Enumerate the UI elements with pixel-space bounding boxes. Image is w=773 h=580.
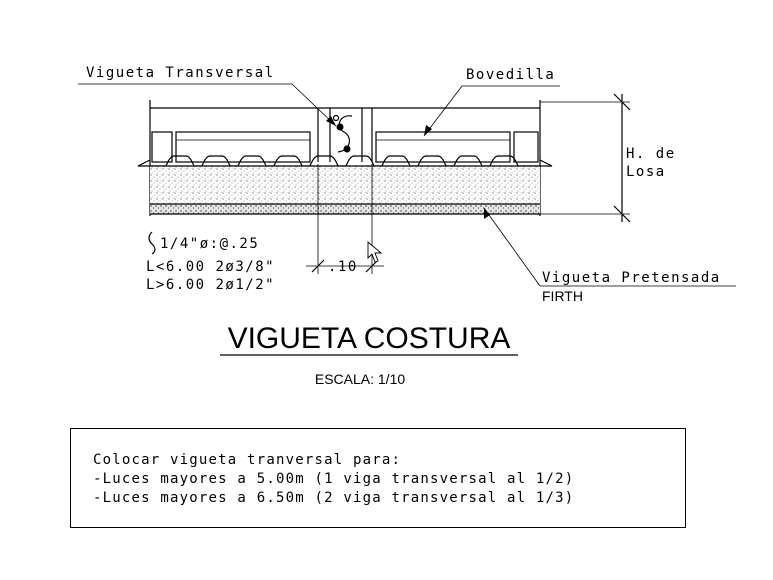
label-rebar-short: L<6.00 2ø3/8" (146, 259, 275, 275)
note-line-3: -Luces mayores a 6.50m (2 viga transvers… (93, 490, 575, 506)
title-main: VIGUETA COSTURA (228, 322, 511, 355)
label-vigueta-pretensada: Vigueta Pretensada (542, 270, 721, 286)
note-line-1: Colocar vigueta tranversal para: (93, 452, 402, 468)
slab-section (137, 100, 630, 216)
note-box: Colocar vigueta tranversal para: -Luces m… (70, 428, 686, 528)
leader-vigueta-transversal: Vigueta Transversal (78, 65, 337, 127)
label-dimension: .10 (328, 259, 358, 275)
label-rebar-long: L>6.00 2ø1/2" (146, 277, 275, 293)
drawing-title: VIGUETA COSTURA ESCALA: 1/10 (220, 322, 518, 387)
rebar-specs: 1/4"ø:@.25 L<6.00 2ø3/8" L>6.00 2ø1/2" (146, 231, 275, 293)
height-dimension: H. de Losa (613, 93, 676, 223)
width-dimension: .10 (306, 164, 384, 275)
stirrup-symbol-icon (148, 231, 156, 255)
label-h-de: H. de (626, 146, 676, 162)
cursor-icon (367, 241, 383, 263)
label-stirrup-spec: 1/4"ø:@.25 (160, 236, 259, 252)
title-scale: ESCALA: 1/10 (315, 371, 405, 387)
label-vigueta-transversal: Vigueta Transversal (86, 65, 275, 81)
note-line-2: -Luces mayores a 5.00m (1 viga transvers… (93, 471, 575, 487)
label-firth: FIRTH (542, 288, 583, 304)
leader-bovedilla: Bovedilla (423, 67, 560, 137)
note-text: Colocar vigueta tranversal para: -Luces m… (93, 451, 574, 508)
label-losa: Losa (626, 164, 666, 180)
leader-vigueta-pretensada: Vigueta Pretensada FIRTH (483, 207, 736, 304)
label-bovedilla: Bovedilla (466, 67, 555, 83)
